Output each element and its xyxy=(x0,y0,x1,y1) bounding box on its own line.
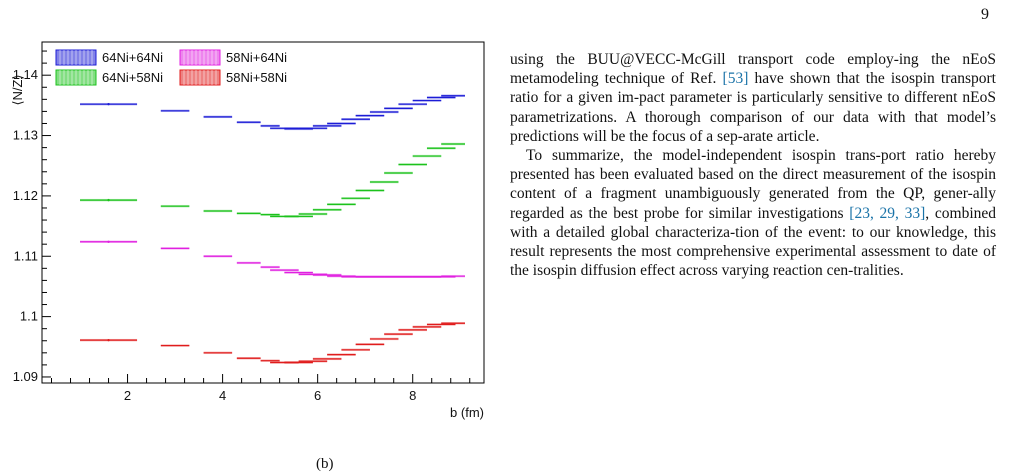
bin-center-marker xyxy=(107,198,110,202)
x-tick-label: 8 xyxy=(409,388,416,403)
bin-center-marker xyxy=(107,240,110,243)
y-tick-label: 1.09 xyxy=(13,369,38,384)
legend-label: 58Ni+64Ni xyxy=(226,50,287,65)
bin-center-marker xyxy=(107,102,110,106)
x-axis-label: b (fm) xyxy=(450,405,484,420)
legend-label: 58Ni+58Ni xyxy=(226,70,287,85)
x-tick-label: 4 xyxy=(219,388,226,403)
y-tick-label: 1.1 xyxy=(20,309,38,324)
citation-link[interactable]: [53] xyxy=(722,70,749,88)
figure-caption: (b) xyxy=(316,456,334,472)
chart: 2 4 6 8 1.09 1.1 1.11 1.12 1.13 1.14 64Ni+64Ni 58N… xyxy=(10,41,485,420)
chart-marks xyxy=(80,94,465,364)
text-segment: using the BUU@VECC-McGill transport code… xyxy=(510,51,996,88)
paragraph: To summarize, the model-independent isos… xyxy=(510,146,996,280)
text-segment: have shown that the isospin transport ra… xyxy=(510,70,996,145)
text-segment: , combined with a detailed global charac… xyxy=(510,204,997,280)
legend-label: 64Ni+64Ni xyxy=(102,50,163,65)
series-64Ni+64Ni xyxy=(80,94,465,131)
body-text: using the BUU@VECC-McGill transport code… xyxy=(510,50,996,280)
citation-link[interactable]: [23, 29, 33] xyxy=(849,204,926,222)
bin-center-marker xyxy=(107,338,110,342)
plot-frame xyxy=(41,41,485,384)
page-number: 9 xyxy=(981,6,989,23)
x-tick-label: 2 xyxy=(124,388,131,403)
figure: 2 4 6 8 1.09 1.1 1.11 1.12 1.13 1.14 64Ni+64Ni 58N… xyxy=(0,30,488,472)
chart-axes: 2 4 6 8 1.09 1.1 1.11 1.12 1.13 1.14 xyxy=(13,41,485,403)
y-axis-label: ⟨N/Z⟩ xyxy=(10,74,25,105)
y-tick-label: 1.12 xyxy=(13,188,38,203)
series-58Ni+58Ni xyxy=(80,322,465,364)
series-64Ni+58Ni xyxy=(80,142,465,218)
y-tick-label: 1.11 xyxy=(14,248,38,263)
x-tick-label: 6 xyxy=(314,388,321,403)
series-58Ni+64Ni xyxy=(80,240,465,278)
y-tick-label: 1.13 xyxy=(13,128,38,143)
text-segment: To summarize, the model-independent isos… xyxy=(510,147,996,222)
legend-label: 64Ni+58Ni xyxy=(102,70,163,85)
y-tick-label: 1.14 xyxy=(13,67,38,82)
chart-legend: 64Ni+64Ni 58Ni+64Ni 64Ni+58Ni 58Ni+58Ni xyxy=(55,49,287,86)
paragraph: using the BUU@VECC-McGill transport code… xyxy=(510,50,996,146)
